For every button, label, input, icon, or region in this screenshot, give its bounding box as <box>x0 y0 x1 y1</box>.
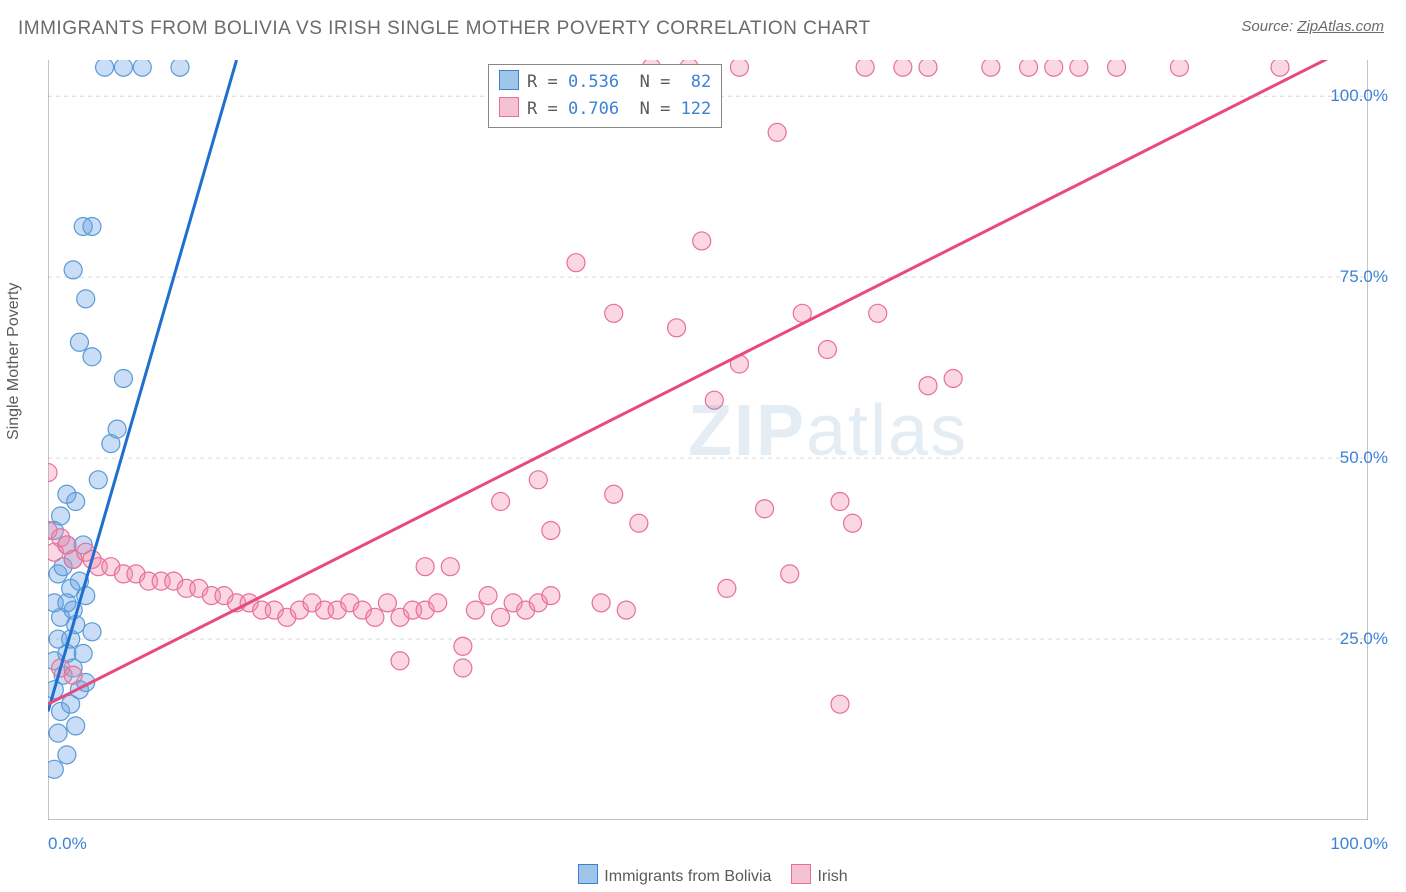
y-tick-label: 75.0% <box>1340 267 1388 287</box>
y-tick-label: 100.0% <box>1330 86 1388 106</box>
correlation-legend: R = 0.536 N = 82R = 0.706 N = 122 <box>488 64 722 128</box>
chart-area: ZIPatlas R = 0.536 N = 82R = 0.706 N = 1… <box>48 60 1368 820</box>
legend-r-value: 0.706 <box>568 99 619 119</box>
x-tick-label-left: 0.0% <box>48 834 87 854</box>
legend-swatch <box>791 864 811 884</box>
chart-title: IMMIGRANTS FROM BOLIVIA VS IRISH SINGLE … <box>18 18 871 40</box>
legend-swatch <box>578 864 598 884</box>
legend-n-value: 82 <box>681 72 712 92</box>
series-legend: Immigrants from Bolivia Irish <box>0 864 1406 886</box>
y-axis-label: Single Mother Poverty <box>5 283 23 440</box>
source-attribution: Source: ZipAtlas.com <box>1241 18 1384 35</box>
legend-series-name: Irish <box>817 868 847 885</box>
legend-swatch <box>499 97 519 117</box>
source-prefix: Source: <box>1241 18 1297 35</box>
legend-row: R = 0.536 N = 82 <box>499 69 711 96</box>
legend-swatch <box>499 70 519 90</box>
legend-series-name: Immigrants from Bolivia <box>604 868 771 885</box>
source-link[interactable]: ZipAtlas.com <box>1297 18 1384 35</box>
legend-n-value: 122 <box>681 99 712 119</box>
legend-row: R = 0.706 N = 122 <box>499 96 711 123</box>
legend-r-value: 0.536 <box>568 72 619 92</box>
scatter-chart <box>48 60 1368 820</box>
y-tick-label: 50.0% <box>1340 448 1388 468</box>
y-tick-label: 25.0% <box>1340 629 1388 649</box>
x-tick-label-right: 100.0% <box>1330 834 1388 854</box>
